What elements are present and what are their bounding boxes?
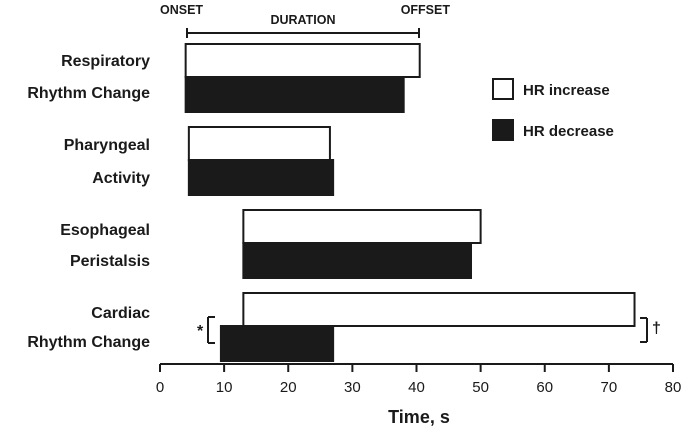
x-axis-ticks: 0 10 20 30 40 50 60 70 80 xyxy=(156,364,682,396)
bar-hr-increase xyxy=(242,292,636,327)
category-label-line2: Rhythm Change xyxy=(27,85,150,102)
category-label-line2: Activity xyxy=(92,170,150,187)
x-tick-label: 30 xyxy=(344,379,361,396)
bars-group xyxy=(184,43,636,362)
legend: HR increase HR decrease xyxy=(492,78,614,141)
bar-hr-increase xyxy=(184,43,421,78)
legend-swatch-increase xyxy=(492,78,514,100)
x-tick-label: 60 xyxy=(536,379,553,396)
category-label-line2: Rhythm Change xyxy=(27,334,150,351)
x-tick-label: 20 xyxy=(280,379,297,396)
bar-hr-decrease xyxy=(219,325,335,362)
significance-bracket-right xyxy=(640,317,648,343)
category-labels: Respiratory Rhythm Change Pharyngeal Act… xyxy=(27,53,150,351)
bar-hr-decrease xyxy=(184,76,405,113)
significance-marker-left: * xyxy=(197,323,204,340)
legend-label-decrease: HR decrease xyxy=(523,123,614,140)
significance-marker-right: † xyxy=(652,320,661,337)
bar-hr-increase xyxy=(242,209,482,244)
x-tick-label: 0 xyxy=(156,379,164,396)
x-tick-label: 80 xyxy=(665,379,682,396)
category-label-line1: Respiratory xyxy=(61,53,150,70)
x-axis-title: Time, s xyxy=(388,407,450,427)
duration-label: DURATION xyxy=(270,13,335,27)
legend-swatch-decrease xyxy=(492,119,514,141)
x-tick-label: 70 xyxy=(601,379,618,396)
bar-hr-increase xyxy=(187,126,331,161)
onset-label: ONSET xyxy=(160,3,203,17)
category-label-line2: Peristalsis xyxy=(70,253,150,270)
bar-hr-decrease xyxy=(187,159,335,196)
category-label-line1: Pharyngeal xyxy=(64,137,150,154)
bar-hr-decrease xyxy=(242,242,473,279)
offset-label: OFFSET xyxy=(401,3,451,17)
category-label-line1: Esophageal xyxy=(60,222,150,239)
x-tick-label: 50 xyxy=(472,379,489,396)
category-label-line1: Cardiac xyxy=(91,305,150,322)
duration-bracket xyxy=(186,28,420,38)
x-tick-label: 40 xyxy=(408,379,425,396)
x-tick-label: 10 xyxy=(216,379,233,396)
significance-bracket-left xyxy=(207,316,215,344)
legend-label-increase: HR increase xyxy=(523,82,610,99)
